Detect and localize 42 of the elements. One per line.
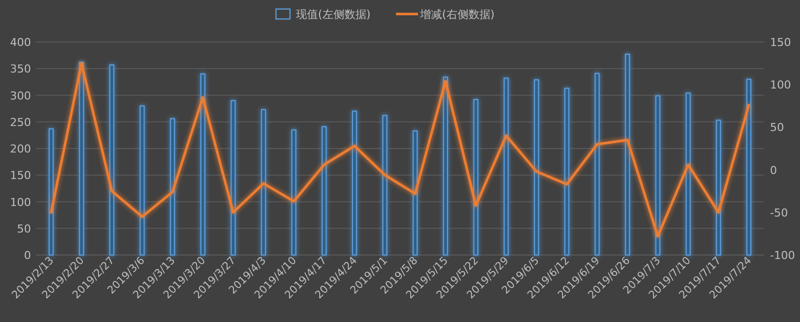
- y-tick-label: 400: [10, 36, 31, 49]
- bar: [504, 78, 509, 256]
- line-series: [50, 62, 750, 238]
- y2-tick-label: 50: [770, 121, 784, 134]
- bar: [109, 64, 114, 256]
- bar: [442, 76, 448, 256]
- y-tick-label: 200: [10, 142, 31, 156]
- y-tick-label: 150: [10, 169, 31, 182]
- y2-tick-label: 150: [770, 36, 791, 49]
- bar: [564, 88, 570, 256]
- bar: [170, 118, 176, 256]
- bar: [291, 129, 296, 256]
- y2-tick-label: -50: [770, 206, 788, 220]
- y-tick-label: 300: [10, 89, 31, 102]
- bar: [473, 98, 478, 256]
- y-tick-label: 250: [10, 116, 31, 129]
- bar: [48, 128, 54, 256]
- legend-label: 现值(左侧数据): [296, 8, 371, 21]
- bar: [78, 62, 84, 256]
- bar: [382, 114, 388, 256]
- bar: [352, 110, 358, 256]
- bar: [230, 100, 236, 256]
- y-tick-label: 0: [24, 249, 31, 262]
- y2-tick-label: -100: [770, 249, 795, 262]
- bar: [655, 95, 660, 256]
- y-tick-label: 50: [17, 222, 31, 236]
- bar: [594, 72, 600, 256]
- y2-tick-label: 0: [770, 164, 777, 177]
- y-tick-label: 350: [10, 62, 31, 76]
- y-tick-label: 100: [10, 196, 31, 209]
- bar: [716, 120, 722, 256]
- bar: [746, 78, 752, 256]
- y2-tick-label: 100: [770, 78, 791, 92]
- bar: [686, 92, 691, 256]
- bar: [260, 109, 266, 256]
- bar: [140, 105, 145, 256]
- bar: [322, 126, 327, 256]
- bar: [624, 54, 630, 256]
- legend-label: 增减(右侧数据): [419, 8, 495, 21]
- bar: [412, 130, 418, 256]
- bar: [534, 79, 540, 256]
- bar: [200, 73, 206, 256]
